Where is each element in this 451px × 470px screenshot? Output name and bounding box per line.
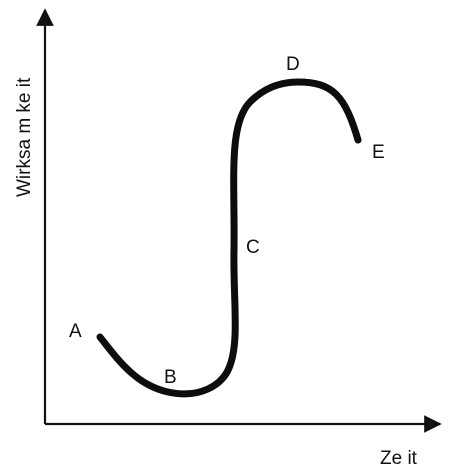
point-label-b: B [164, 367, 177, 388]
point-label-d: D [286, 54, 300, 75]
s-curve [96, 78, 362, 398]
y-axis-label: Wirksa m ke it [14, 77, 35, 197]
x-axis-label: Ze it [380, 448, 418, 469]
point-label-a: A [69, 321, 82, 342]
point-label-e: E [372, 142, 385, 163]
point-label-c: C [246, 237, 260, 258]
